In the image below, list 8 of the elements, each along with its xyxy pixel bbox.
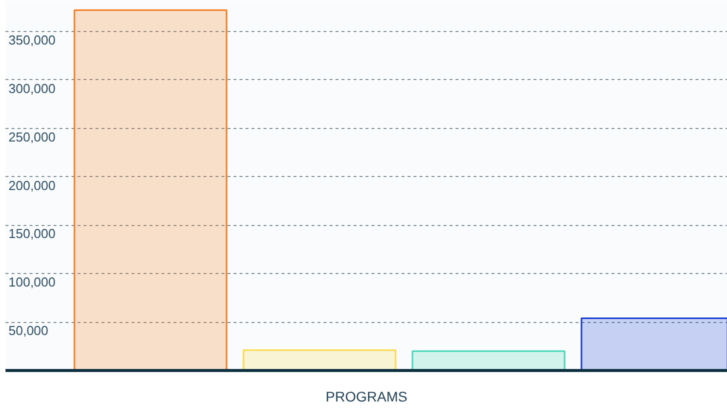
y-tick-label: 250,000 bbox=[8, 129, 56, 144]
y-tick-label: 150,000 bbox=[8, 226, 56, 242]
y-tick-label: 100,000 bbox=[8, 274, 56, 290]
y-tick-label: 50,000 bbox=[8, 323, 48, 338]
y-tick-label: 350,000 bbox=[8, 32, 56, 48]
y-tick-label: 200,000 bbox=[8, 178, 56, 193]
y-tick-label: 300,000 bbox=[8, 80, 56, 96]
x-axis-title: PROGRAMS bbox=[326, 388, 408, 404]
